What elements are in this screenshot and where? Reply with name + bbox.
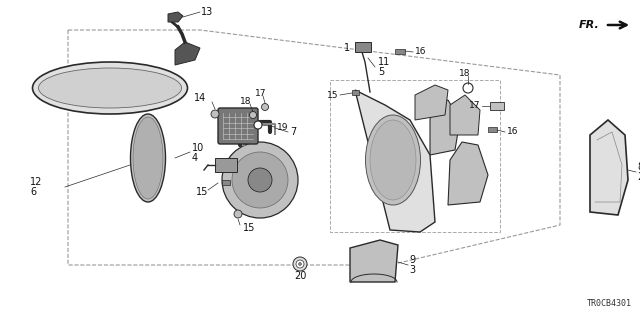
Polygon shape: [168, 12, 183, 22]
Ellipse shape: [365, 115, 420, 205]
Text: 20: 20: [294, 271, 306, 281]
Bar: [488, 127, 497, 132]
Polygon shape: [590, 120, 628, 215]
Text: 18: 18: [240, 98, 252, 107]
Circle shape: [296, 260, 304, 268]
Text: 8: 8: [637, 162, 640, 172]
Text: 15: 15: [326, 91, 338, 100]
Polygon shape: [175, 42, 200, 65]
Circle shape: [463, 83, 473, 93]
Circle shape: [293, 257, 307, 271]
Bar: [222, 180, 230, 185]
Text: 12: 12: [30, 177, 42, 187]
Text: 5: 5: [378, 67, 384, 77]
Text: 18: 18: [460, 68, 471, 77]
Text: 4: 4: [192, 153, 198, 163]
Polygon shape: [350, 240, 398, 282]
Text: TR0CB4301: TR0CB4301: [587, 299, 632, 308]
Ellipse shape: [370, 120, 416, 200]
Text: 7: 7: [290, 127, 296, 137]
Ellipse shape: [33, 62, 188, 114]
Ellipse shape: [131, 114, 166, 202]
Circle shape: [262, 103, 269, 110]
Circle shape: [211, 110, 219, 118]
Text: 16: 16: [415, 47, 426, 57]
Polygon shape: [450, 95, 480, 135]
Text: 2: 2: [637, 172, 640, 182]
Text: 17: 17: [255, 90, 266, 99]
Text: 14: 14: [194, 93, 206, 103]
Polygon shape: [430, 100, 460, 155]
Ellipse shape: [133, 117, 163, 199]
Bar: [355, 42, 371, 52]
Text: 11: 11: [378, 57, 390, 67]
Circle shape: [250, 111, 257, 118]
Text: 15: 15: [196, 187, 209, 197]
Bar: [490, 102, 504, 110]
Polygon shape: [415, 85, 448, 120]
Text: 15: 15: [243, 223, 255, 233]
Circle shape: [234, 210, 242, 218]
Text: 17: 17: [468, 101, 480, 110]
Text: 6: 6: [30, 187, 36, 197]
Text: 3: 3: [409, 265, 415, 275]
Bar: [395, 49, 405, 54]
Bar: [352, 90, 359, 95]
Circle shape: [232, 152, 288, 208]
Text: 13: 13: [201, 7, 213, 17]
FancyBboxPatch shape: [218, 108, 258, 144]
Circle shape: [222, 142, 298, 218]
Polygon shape: [355, 90, 435, 232]
Polygon shape: [448, 142, 488, 205]
Circle shape: [254, 121, 262, 129]
Text: 1: 1: [344, 43, 350, 53]
Text: 16: 16: [507, 127, 518, 137]
Circle shape: [298, 262, 301, 266]
Text: 9: 9: [409, 255, 415, 265]
Bar: [215, 158, 237, 172]
Circle shape: [248, 168, 272, 192]
Text: 10: 10: [192, 143, 204, 153]
Text: 19: 19: [277, 124, 289, 132]
Text: FR.: FR.: [579, 20, 600, 30]
Ellipse shape: [38, 68, 182, 108]
